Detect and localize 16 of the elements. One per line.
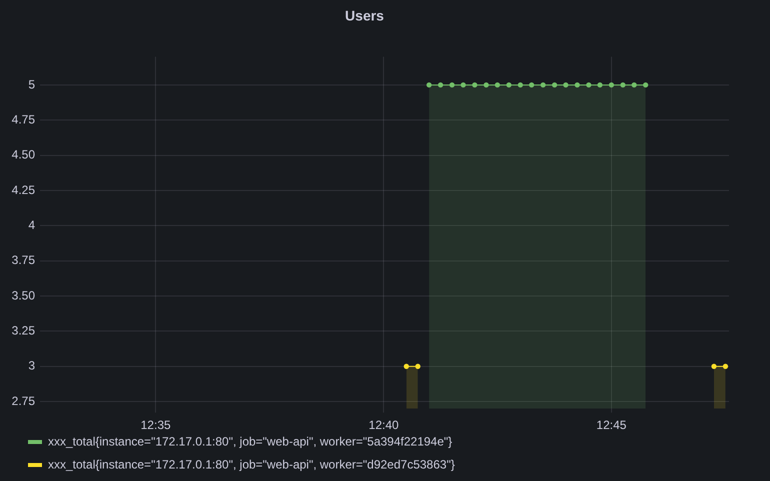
y-tick-label: 3.50 [12,288,36,302]
x-tick-label: 12:35 [140,418,171,432]
y-tick-label: 4.50 [12,148,36,162]
y-tick-label: 5 [28,77,36,92]
y-tick-label: 4 [28,218,36,232]
x-tick-label: 12:45 [596,418,627,432]
y-tick-label: 3.75 [12,253,36,268]
legend-label: xxx_total{instance="172.17.0.1:80", job="web-api", worker="5a394f22194e"} [48,434,452,448]
y-tick-label: 3 [28,358,36,373]
legend-label: xxx_total{instance="172.17.0.1:80", job="web-api", worker="d92ed7c53863"} [48,457,455,472]
y-tick-label: 2.75 [12,394,36,408]
x-tick-label: 12:40 [368,418,400,432]
chart-title: Users [345,7,384,24]
y-tick-label: 4.25 [12,182,36,197]
y-tick-label: 4.75 [12,112,36,126]
y-tick-label: 3.25 [12,324,36,338]
